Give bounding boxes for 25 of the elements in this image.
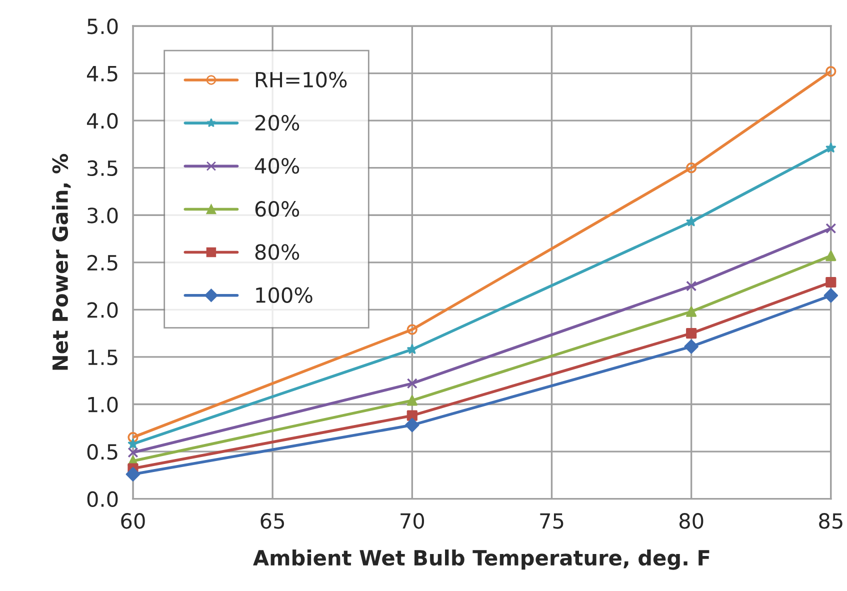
x-tick-label: 70	[400, 513, 424, 529]
legend-label: 100%	[256, 287, 312, 303]
x-tick-label: 85	[819, 513, 842, 529]
y-tick-label: 1.0	[88, 396, 118, 412]
y-tick-label: 3.0	[88, 208, 118, 224]
x-tick-label: 65	[260, 513, 284, 529]
legend-label: 60%	[255, 201, 300, 217]
legend-label: RH=10%	[256, 72, 347, 88]
legend-label: 20%	[255, 114, 300, 131]
legend-label: 40%	[254, 158, 300, 174]
x-tick-label: 60	[121, 513, 145, 529]
y-tick-label: 4.0	[86, 113, 118, 129]
y-tick-label: 3.5	[88, 160, 118, 176]
y-tick-label: 4.5	[86, 66, 118, 82]
x-axis-title: Ambient Wet Bulb Temperature, deg. F	[253, 550, 710, 570]
y-tick-label: 5.0	[88, 18, 118, 34]
y-axis-title: Net Power Gain, %	[52, 154, 71, 370]
y-tick-label: 2.5	[87, 254, 118, 271]
x-tick-label: 80	[679, 513, 704, 529]
legend-label: 80%	[255, 244, 300, 260]
x-tick-label: 75	[540, 513, 564, 529]
y-tick-label: 1.5	[88, 350, 118, 366]
y-tick-label: 0.0	[87, 491, 118, 508]
y-tick-label: 0.5	[87, 444, 118, 460]
y-tick-label: 2.0	[87, 302, 118, 318]
